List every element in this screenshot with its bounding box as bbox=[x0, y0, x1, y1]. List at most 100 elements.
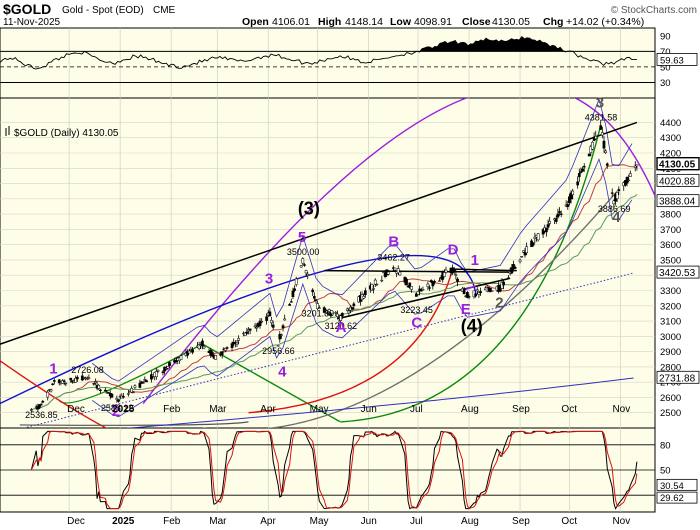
candle-body bbox=[235, 342, 239, 345]
price-value-box bbox=[656, 156, 700, 171]
wave-label: 1 bbox=[471, 252, 479, 269]
x-tick-label-bottom: Apr bbox=[260, 516, 276, 527]
wave-label: (4) bbox=[461, 316, 483, 336]
candle-body bbox=[276, 345, 280, 347]
exchange: CME bbox=[153, 5, 176, 16]
candle-body bbox=[362, 295, 366, 299]
candle-body bbox=[29, 409, 33, 411]
candle-body bbox=[554, 218, 558, 222]
wave-label: 3 bbox=[596, 95, 604, 112]
candle-body bbox=[347, 310, 351, 314]
candle-body bbox=[299, 265, 303, 268]
candle-body bbox=[243, 332, 247, 336]
candle-body bbox=[97, 384, 101, 389]
price-tick-label: 2900 bbox=[660, 347, 681, 358]
candle-body bbox=[556, 213, 560, 218]
price-annotation: 3500.00 bbox=[287, 247, 320, 257]
price-annotation: 3120.62 bbox=[325, 321, 358, 331]
instrument-name: Gold - Spot (EOD) bbox=[62, 5, 144, 16]
candle-body bbox=[548, 221, 552, 224]
candle-body bbox=[569, 192, 573, 200]
x-tick-label-bottom: Mar bbox=[209, 516, 227, 527]
candle-body bbox=[197, 344, 201, 349]
stochastic-k-value-label: 30.54 bbox=[660, 481, 684, 492]
candle-body bbox=[62, 380, 66, 382]
candle-body bbox=[512, 264, 515, 269]
candle-body bbox=[145, 380, 148, 383]
price-value-label: 3420.53 bbox=[659, 268, 696, 279]
price-tick-label: 4400 bbox=[660, 118, 681, 129]
candle-body bbox=[74, 378, 78, 383]
stochastic-tick-label: 50 bbox=[660, 466, 671, 477]
candle-body bbox=[138, 383, 142, 388]
candle-body bbox=[41, 400, 45, 403]
candle-body bbox=[92, 383, 96, 385]
x-tick-label-bottom: Aug bbox=[461, 516, 479, 527]
high-label: High bbox=[318, 16, 341, 28]
wave-label: 4 bbox=[278, 363, 287, 380]
candle-body bbox=[291, 290, 295, 297]
candle-body bbox=[418, 288, 422, 292]
candle-body bbox=[283, 318, 287, 321]
candle-body bbox=[581, 168, 584, 172]
candle-body bbox=[370, 283, 374, 291]
symbol: $GOLD bbox=[3, 1, 51, 17]
price-tick-label: 2600 bbox=[660, 393, 681, 404]
x-tick-label-bottom: 2025 bbox=[112, 516, 135, 527]
candle-body bbox=[49, 389, 53, 392]
candle-body bbox=[156, 369, 160, 372]
candle-body bbox=[46, 391, 50, 398]
candle-body bbox=[201, 340, 204, 347]
candle-body bbox=[594, 136, 598, 139]
candle-body bbox=[393, 267, 397, 271]
candle-body bbox=[513, 266, 517, 269]
price-value-label: 4020.88 bbox=[659, 176, 696, 187]
candle-body bbox=[589, 146, 593, 154]
candle-body bbox=[61, 380, 64, 384]
chg-label: Chg bbox=[543, 16, 563, 28]
candle-body bbox=[387, 271, 390, 275]
candle-body bbox=[568, 196, 571, 203]
price-tick-label: 2800 bbox=[660, 362, 681, 373]
price-tick-label: 3000 bbox=[660, 332, 681, 343]
candle-body bbox=[467, 296, 471, 298]
candle-body bbox=[303, 264, 306, 266]
price-tick-label: 3300 bbox=[660, 286, 681, 297]
candle-body bbox=[380, 279, 384, 282]
candle-body bbox=[617, 189, 621, 192]
candle-body bbox=[375, 283, 379, 286]
candle-body bbox=[415, 293, 418, 297]
stochastic-value-box bbox=[656, 491, 698, 504]
cycle-arc-gray bbox=[202, 190, 618, 428]
candle-body bbox=[479, 291, 482, 294]
price-panel bbox=[0, 97, 656, 429]
open-label: Open bbox=[242, 16, 269, 28]
candle-body bbox=[253, 325, 257, 328]
candle-body bbox=[577, 173, 581, 178]
ohlc-row: Open 4106.01 High 4148.14 Low 4098.91 Cl… bbox=[242, 16, 644, 28]
candle-body bbox=[127, 393, 130, 395]
candle-body bbox=[39, 404, 43, 406]
candle-body bbox=[187, 350, 191, 354]
candle-body bbox=[51, 383, 55, 385]
price-annotation: 2956.66 bbox=[262, 346, 295, 356]
candle-body bbox=[566, 204, 570, 207]
candle-body bbox=[431, 281, 435, 287]
candle-body bbox=[110, 393, 114, 398]
candle-body bbox=[270, 320, 273, 323]
envelope-upper bbox=[91, 98, 633, 382]
trendline bbox=[452, 268, 517, 272]
price-tick-label: 3600 bbox=[660, 240, 681, 251]
candle-body bbox=[327, 309, 331, 313]
candle-body bbox=[582, 166, 586, 168]
price-annotation: 3223.45 bbox=[400, 305, 433, 315]
price-tick-label: 4200 bbox=[660, 149, 681, 160]
candle-body bbox=[507, 277, 510, 279]
candle-body bbox=[281, 325, 285, 329]
candle-body bbox=[364, 290, 367, 296]
candle-body bbox=[271, 324, 275, 328]
rsi-tick-label: 30 bbox=[660, 78, 671, 89]
candle-body bbox=[545, 227, 548, 233]
